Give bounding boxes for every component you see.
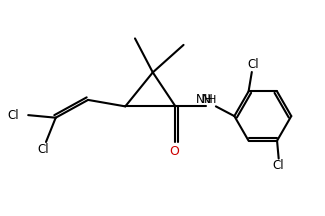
Text: N: N [202,93,211,106]
Text: Cl: Cl [7,109,19,122]
Text: Cl: Cl [273,159,284,172]
Text: H: H [208,95,216,105]
Text: Cl: Cl [37,143,48,156]
Text: N: N [196,93,204,106]
Text: Cl: Cl [248,58,259,71]
Text: O: O [169,145,179,157]
Text: H: H [203,93,212,106]
